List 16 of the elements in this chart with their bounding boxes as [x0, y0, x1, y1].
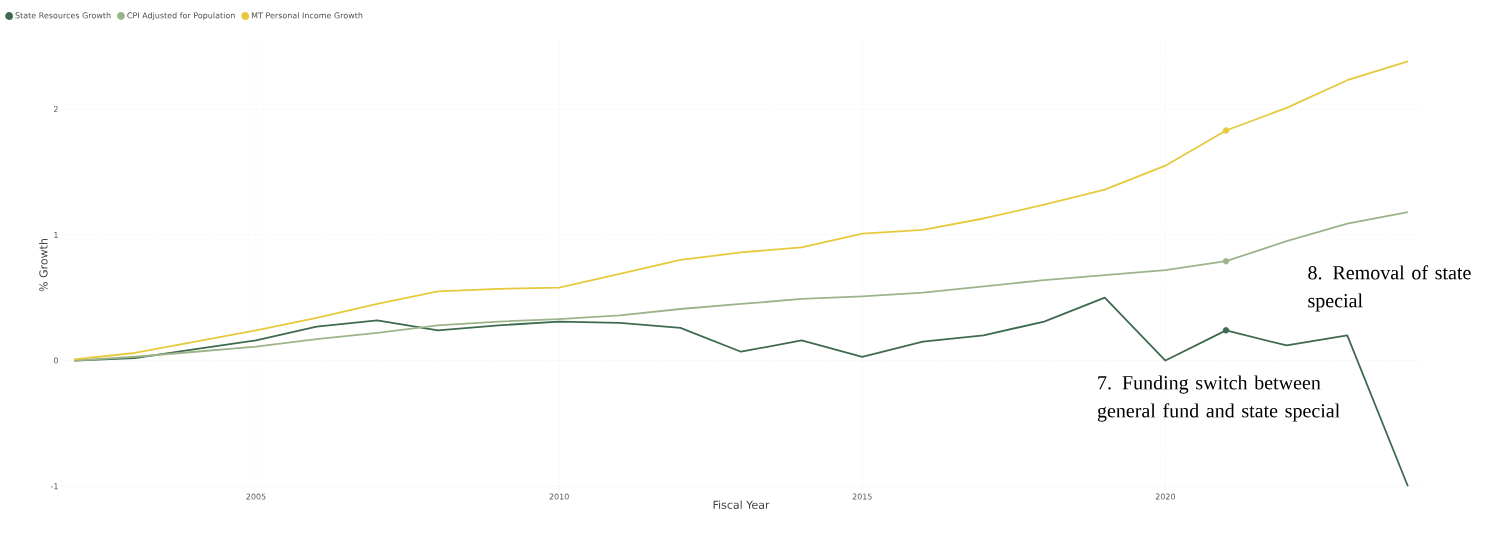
x-tick-label: 2010	[549, 493, 569, 500]
legend-label: MT Personal Income Growth	[251, 12, 363, 19]
legend-label: State Resources Growth	[15, 12, 111, 19]
annotation: 7. Funding switch between general fund and state special	[1097, 375, 1340, 422]
x-axis-title: Fiscal Year	[713, 500, 770, 509]
y-tick-label: 0	[53, 357, 58, 364]
y-tick-label: 1	[54, 231, 58, 238]
x-tick-label: 2015	[852, 493, 872, 500]
y-tick-label: 2	[53, 106, 58, 113]
annotation: 8. Removal of state special	[1308, 265, 1471, 312]
line-series	[73, 60, 1409, 361]
x-tick-label: 2005	[246, 493, 266, 500]
y-tick-label: -1	[50, 483, 58, 490]
x-tick-label: 2020	[1155, 493, 1176, 500]
legend-label: CPI Adjusted for Population	[127, 12, 235, 20]
y-axis-title: % Growth	[39, 239, 48, 292]
